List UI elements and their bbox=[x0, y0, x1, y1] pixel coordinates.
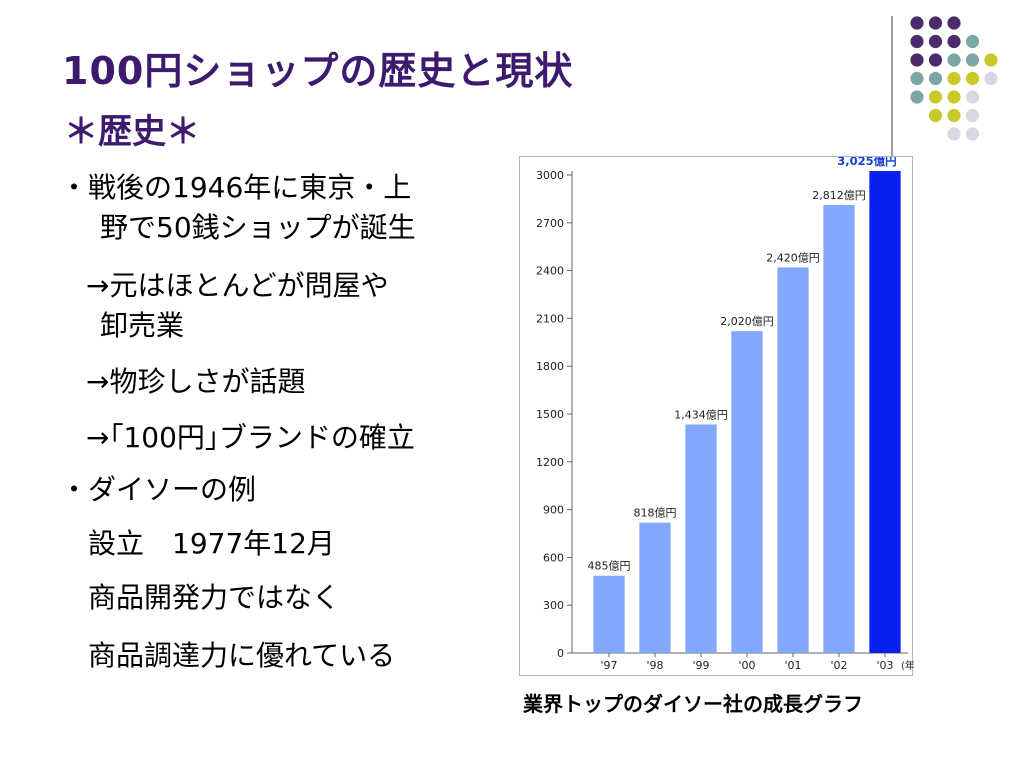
decorative-dot bbox=[966, 35, 979, 48]
y-tick-label: 1500 bbox=[536, 408, 564, 421]
text-line: ・ダイソーの例 bbox=[60, 470, 256, 510]
y-tick-label: 300 bbox=[543, 599, 564, 612]
y-tick-label: 3000 bbox=[536, 169, 564, 182]
decorative-dot bbox=[947, 53, 960, 66]
x-tick-label: '03 bbox=[876, 659, 893, 672]
text-line: →｢100円｣ブランドの確立 bbox=[86, 418, 415, 458]
decorative-dot bbox=[929, 35, 942, 48]
y-tick-label: 1800 bbox=[536, 360, 564, 373]
data-label: 485億円 bbox=[588, 560, 631, 573]
decorative-dot bbox=[947, 109, 960, 122]
bar bbox=[685, 425, 716, 653]
x-tick-label: '99 bbox=[692, 659, 709, 672]
decorative-dot bbox=[947, 90, 960, 103]
decorative-dot bbox=[947, 72, 960, 85]
decorative-dot bbox=[910, 90, 923, 103]
decorative-dot bbox=[910, 72, 923, 85]
bar bbox=[639, 523, 670, 653]
decorative-dot bbox=[947, 127, 960, 140]
y-tick-label: 0 bbox=[557, 647, 564, 660]
text-line: ・戦後の1946年に東京・上 bbox=[60, 168, 411, 208]
decorative-dot bbox=[966, 90, 979, 103]
x-tick-label: '00 bbox=[738, 659, 755, 672]
data-label: 2,420億円 bbox=[766, 251, 820, 264]
decorative-dot bbox=[929, 16, 942, 29]
x-tick-label: '01 bbox=[784, 659, 801, 672]
bar bbox=[593, 576, 624, 653]
decorative-dot bbox=[984, 72, 997, 85]
y-tick-label: 2700 bbox=[536, 217, 564, 230]
decorative-dot bbox=[966, 72, 979, 85]
y-tick-label: 1200 bbox=[536, 456, 564, 469]
bar bbox=[823, 205, 854, 653]
x-unit-label: (年度) bbox=[901, 659, 914, 672]
y-tick-label: 2400 bbox=[536, 265, 564, 278]
y-tick-label: 2100 bbox=[536, 312, 564, 325]
data-label: 1,434億円 bbox=[674, 409, 728, 422]
decorative-dot bbox=[929, 72, 942, 85]
decorative-dot bbox=[910, 35, 923, 48]
data-label: 2,020億円 bbox=[720, 315, 774, 328]
bar bbox=[777, 267, 808, 653]
text-line: 野で50銭ショップが誕生 bbox=[100, 208, 416, 248]
text-line: 卸売業 bbox=[100, 306, 184, 346]
text-line: 商品調達力に優れている bbox=[88, 636, 395, 676]
data-label: 818億円 bbox=[634, 507, 677, 520]
x-tick-label: '02 bbox=[830, 659, 847, 672]
decorative-dot bbox=[947, 35, 960, 48]
x-tick-label: '97 bbox=[600, 659, 617, 672]
divider-line bbox=[891, 16, 893, 166]
bar bbox=[731, 331, 762, 653]
decorative-dot bbox=[929, 109, 942, 122]
x-tick-label: '98 bbox=[646, 659, 663, 672]
decorative-dot bbox=[929, 53, 942, 66]
y-tick-label: 600 bbox=[543, 551, 564, 564]
decorative-dot bbox=[929, 90, 942, 103]
decorative-dot bbox=[910, 53, 923, 66]
data-label: 3,025億円 bbox=[837, 157, 896, 168]
text-line: 設立 1977年12月 bbox=[88, 524, 335, 564]
decorative-dot bbox=[910, 16, 923, 29]
decorative-dot bbox=[966, 109, 979, 122]
chart-caption: 業界トップのダイソー社の成長グラフ bbox=[523, 688, 863, 717]
slide-subtitle: ＊歴史＊ bbox=[64, 104, 200, 153]
growth-chart: 0 300 600 900 1200 1500 1800 2100 2400 2700 3000 '9… bbox=[519, 156, 913, 676]
slide-title: 100円ショップの歴史と現状 bbox=[62, 40, 573, 95]
text-line: 商品開発力ではなく bbox=[88, 578, 340, 618]
y-tick-label: 900 bbox=[543, 504, 564, 517]
decorative-dot bbox=[966, 127, 979, 140]
text-line: →物珍しさが話題 bbox=[86, 362, 305, 402]
data-label: 2,812億円 bbox=[812, 189, 866, 202]
bar bbox=[869, 171, 900, 653]
decorative-dot bbox=[984, 53, 997, 66]
text-line: →元はほとんどが問屋や bbox=[86, 266, 389, 306]
decorative-dot bbox=[966, 53, 979, 66]
chart-svg: 0 300 600 900 1200 1500 1800 2100 2400 2700 3000 '9… bbox=[520, 157, 914, 677]
decorative-dot bbox=[947, 16, 960, 29]
